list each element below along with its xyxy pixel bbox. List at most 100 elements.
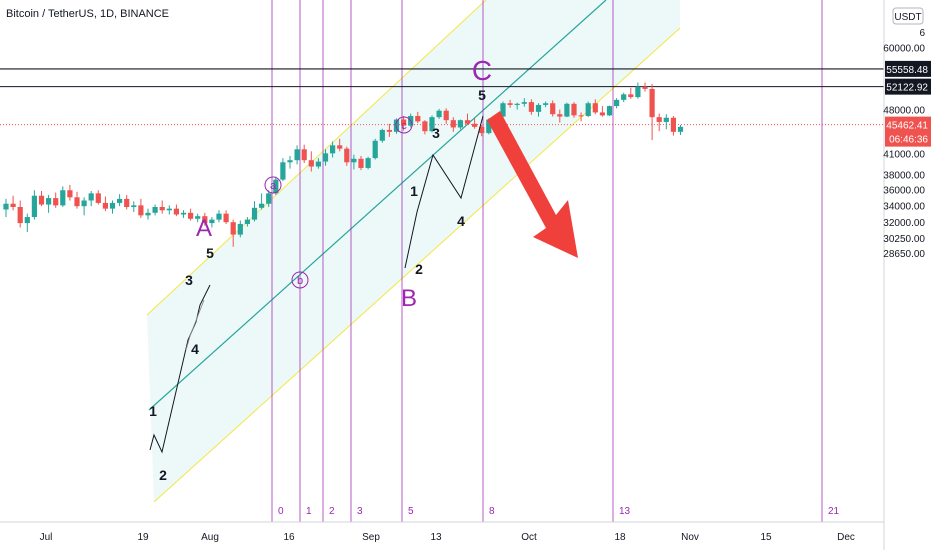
- candle-body: [109, 202, 116, 209]
- candle-body: [521, 102, 527, 104]
- wave-label: 5: [478, 87, 486, 103]
- channel-upper-line: [146, 0, 487, 316]
- y-tick-label: 60000.00: [883, 44, 925, 55]
- level-price-label: 55558.48: [886, 65, 928, 76]
- chart-title: Bitcoin / TetherUS, 1D, BINANCE: [6, 8, 170, 20]
- candle-body: [24, 217, 30, 224]
- candle-body: [436, 110, 442, 118]
- candle-body: [60, 190, 66, 206]
- candle-body: [216, 213, 222, 220]
- impulse-wave-path: [149, 284, 211, 454]
- y-tick-label: 48000.00: [883, 106, 925, 117]
- candle-body: [351, 158, 357, 163]
- candle-body: [528, 102, 534, 112]
- candle-body: [606, 106, 613, 116]
- sub-wave-path: [185, 299, 205, 351]
- fib-time-label: 13: [619, 506, 631, 517]
- candle-body: [379, 129, 385, 141]
- abc-wave-label: C: [472, 55, 492, 86]
- abc-wave-label: B: [401, 285, 417, 312]
- candle-body: [592, 103, 598, 113]
- horizontal-levels: [0, 68, 884, 126]
- candle-body: [180, 212, 187, 215]
- circled-wave-marker: [264, 176, 282, 194]
- candle-body: [472, 123, 478, 127]
- currency-badge: [892, 7, 924, 25]
- candle-body: [188, 212, 194, 219]
- wave-label: 3: [185, 272, 193, 288]
- candle-body: [443, 110, 449, 121]
- x-tick-label: 13: [430, 532, 442, 543]
- y-tick-label: 6: [919, 28, 925, 39]
- wave-label: 4: [457, 213, 465, 229]
- candle-body: [273, 179, 279, 194]
- x-tick-label: 19: [137, 532, 149, 543]
- candle-body: [301, 149, 307, 161]
- y-tick-label: 36000.00: [883, 185, 925, 196]
- candle-body: [244, 219, 250, 224]
- abc-wave-label: A: [196, 215, 212, 242]
- candle-body: [145, 212, 151, 216]
- candle-body: [166, 208, 172, 211]
- candle-body: [479, 126, 485, 134]
- candle-body: [74, 197, 80, 207]
- candle-body: [344, 148, 350, 163]
- candle-body: [131, 205, 137, 207]
- candle-body: [457, 120, 463, 128]
- channel-fill: [147, 0, 680, 502]
- candle-body: [535, 104, 542, 112]
- fib-time-label: 2: [329, 506, 335, 517]
- candle-body: [38, 195, 45, 205]
- candle-body: [649, 88, 655, 118]
- x-tick-label: Nov: [681, 532, 699, 543]
- candle-body: [621, 94, 627, 100]
- candle-body: [31, 195, 37, 218]
- candle-body: [322, 153, 329, 162]
- x-tick-label: 18: [614, 532, 626, 543]
- circled-wave-label: a: [270, 180, 277, 192]
- candle-body: [46, 198, 52, 205]
- fib-time-label: 5: [408, 506, 414, 517]
- candle-body: [486, 119, 492, 134]
- candle-body: [514, 103, 520, 105]
- candle-body: [102, 202, 108, 209]
- candle-body: [17, 206, 23, 224]
- candle-body: [173, 208, 179, 215]
- channel-middle-line: [148, 0, 607, 411]
- elliott-wave-drawing: 1 2 3 4 5 1 2 3 4 5 A B Ca b c: [149, 55, 492, 483]
- y-axis: 28650.00 30250.00 32000.00 34000.00 36000.00…: [883, 0, 931, 550]
- candle-body: [656, 117, 662, 122]
- x-axis: Jul 19 Aug 16 Sep 13 Oct 18 Nov 15 Dec: [0, 521, 884, 543]
- candle-body: [152, 206, 158, 213]
- projected-wave-path: [404, 115, 484, 269]
- candle-body: [663, 117, 669, 122]
- candle-body: [507, 103, 513, 105]
- candle-body: [294, 149, 300, 161]
- candle-body: [67, 190, 73, 198]
- down-arrow-icon: [487, 111, 578, 258]
- x-tick-label: Oct: [521, 532, 537, 543]
- wave-label: 1: [149, 403, 157, 419]
- level-price-tag: [885, 78, 931, 95]
- currency-badge-label: USDT: [894, 12, 921, 23]
- y-tick-label: 32000.00: [883, 218, 925, 229]
- candle-body: [564, 103, 570, 117]
- candle-body: [365, 158, 371, 168]
- candle-body: [578, 115, 584, 117]
- candle-body: [237, 223, 243, 235]
- candle-body: [500, 103, 506, 117]
- candle-body: [550, 103, 556, 115]
- y-tick-label: 38000.00: [883, 170, 925, 181]
- candle-body: [429, 117, 435, 132]
- candle-body: [599, 112, 605, 116]
- y-tick-label: 34000.00: [883, 201, 925, 212]
- candle-body: [308, 160, 314, 167]
- candle-body: [571, 103, 577, 116]
- candle-body: [259, 203, 265, 208]
- candle-body: [557, 114, 563, 117]
- y-tick-label: 41000.00: [883, 149, 925, 160]
- candle-body: [464, 120, 471, 124]
- candle-body: [266, 193, 272, 204]
- candle-body: [614, 99, 620, 107]
